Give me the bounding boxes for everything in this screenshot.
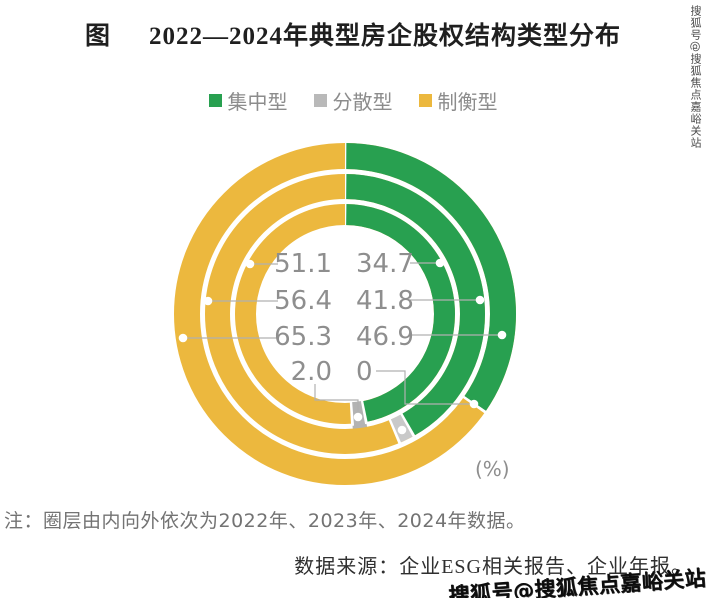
center-label-right-2: 46.9 [356,322,414,352]
segment-divider [233,202,457,426]
legend-item-dispersed: 分散型 [313,86,393,115]
label-anchor-dot [435,258,445,268]
center-label-left-2: 65.3 [274,322,332,352]
label-anchor-dot [353,412,363,422]
label-anchor-dot [203,296,213,306]
label-anchor-dot [245,259,255,269]
unit-label: (%) [475,457,510,481]
watermark-vertical: 搜狐号@搜狐焦点嘉峪关站 [689,5,702,149]
label-anchor-dot [469,399,479,409]
label-anchor-dot [475,295,485,305]
legend-item-concentrated: 集中型 [208,86,288,115]
center-label-right-0: 34.7 [356,249,414,279]
legend-item-balanced: 制衡型 [418,86,498,115]
leader-line-dispersed-2022 [314,384,359,414]
legend-swatch-dispersed [313,94,327,107]
figure-label: 图 [84,23,111,50]
legend-swatch-balanced [418,94,432,107]
figure-title: 2022—2024年典型房企股权结构类型分布 [149,23,622,50]
figure-title-row: 图 2022—2024年典型房企股权结构类型分布 [0,16,706,52]
center-label-left-3: 2.0 [290,357,332,387]
center-label-right-1: 41.8 [356,286,414,316]
legend-label-balanced: 制衡型 [437,90,498,114]
chart-legend: 集中型 分散型 制衡型 [0,86,706,115]
center-label-left-0: 51.1 [274,249,332,279]
ring-order-note: 注：圈层由内向外依次为2022年、2023年、2024年数据。 [4,510,526,532]
center-label-right-3: 0 [356,357,373,387]
legend-label-dispersed: 分散型 [332,90,393,114]
label-anchor-dot [397,425,407,435]
legend-swatch-concentrated [208,94,222,107]
leader-line-dispersed-2024 [376,370,470,405]
legend-label-concentrated: 集中型 [227,90,288,114]
segment-divider [172,141,518,487]
center-label-left-1: 56.4 [274,286,332,316]
label-anchor-dot [497,330,507,340]
label-anchor-dot [178,333,188,343]
segment-divider [203,172,487,456]
data-source-note: 数据来源：企业ESG相关报告、企业年报。 [294,556,692,578]
